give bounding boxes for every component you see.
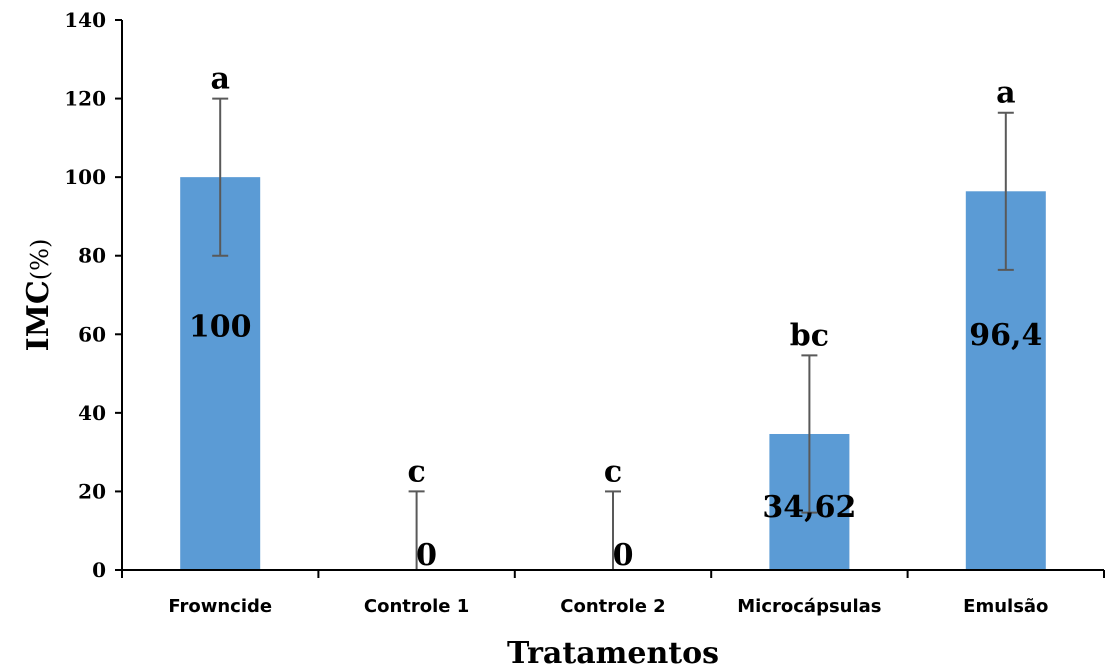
y-tick-label: 120: [64, 87, 106, 111]
significance-letter: c: [604, 454, 622, 489]
x-tick-label: Microcápsulas: [737, 596, 881, 617]
data-label: 0: [416, 538, 437, 573]
data-label: 96,4: [969, 318, 1042, 353]
axes-layer: 0 20 40 60 80 100 120 140 Frowncide Controle 1 Con…: [64, 8, 1105, 617]
significance-letter: bc: [790, 318, 829, 353]
data-label: 0: [613, 538, 634, 573]
x-axis-title: Tratamentos: [507, 636, 719, 671]
x-tick-label: Controle 1: [364, 596, 469, 617]
x-tick-label: Frowncide: [168, 596, 272, 617]
y-tick-label: 60: [78, 322, 106, 346]
error-bar: [408, 490, 425, 570]
data-label: 100: [189, 309, 252, 344]
error-bars-layer: [212, 97, 1014, 570]
y-tick-label: 140: [64, 8, 106, 32]
y-tick-label: 0: [92, 558, 106, 582]
y-tick-label: 20: [78, 479, 106, 503]
error-bar: [605, 490, 621, 570]
x-tick-label: Emulsão: [963, 596, 1048, 617]
significance-letter: a: [996, 76, 1015, 111]
error-bar: [997, 111, 1014, 271]
error-bar: [212, 97, 229, 257]
y-tick-label: 80: [78, 244, 106, 268]
error-bar: [801, 354, 818, 514]
x-tick-label: Controle 2: [560, 596, 665, 617]
y-tick-label: 100: [64, 165, 106, 189]
y-tick-label: 40: [78, 401, 106, 425]
y-axis-title-main: IMC: [21, 280, 56, 351]
labels-layer: a c c bc a 100 0 0 34,62 96,4: [189, 62, 1042, 573]
data-label: 34,62: [762, 490, 856, 525]
y-axis-title-unit: (%): [26, 239, 54, 281]
significance-letter: c: [407, 454, 425, 489]
y-axis-title: IMC(%): [21, 239, 56, 352]
significance-letter: a: [210, 62, 229, 97]
